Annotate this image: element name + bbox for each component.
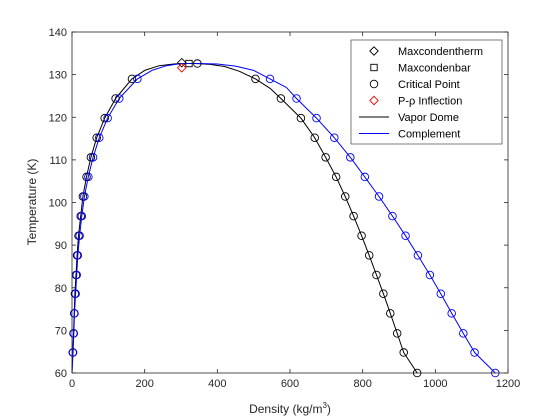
y-tick-label: 80 [55, 283, 67, 295]
legend-swatch-maxcondentherm [369, 46, 379, 56]
y-tick-label: 140 [49, 27, 67, 39]
vapor-dome-marker [296, 113, 306, 123]
complement-marker [312, 113, 321, 123]
complement-marker [374, 192, 384, 201]
complement-marker [75, 231, 84, 240]
vapor-dome-marker [372, 270, 381, 280]
complement-marker [425, 270, 435, 280]
x-axis-label-superscript: 3 [322, 401, 327, 410]
y-axis-label: Temperature (K) [25, 159, 39, 246]
complement-marker [346, 153, 355, 162]
vapor-dome-marker [127, 74, 137, 84]
x-axis-ticks: 0 200 400 600 800 1000 1200 [69, 32, 520, 390]
complement-marker [265, 74, 275, 84]
legend-label: Complement [398, 129, 460, 141]
vapor-dome-marker [100, 113, 109, 123]
complement-marker [459, 329, 468, 338]
vapor-dome-marker [310, 133, 319, 142]
complement-marker [447, 309, 456, 318]
vapor-dome-marker [251, 74, 260, 84]
maxcondentherm-point [176, 57, 187, 68]
y-tick-label: 90 [55, 240, 67, 252]
complement-marker [72, 270, 81, 280]
vapor-dome-marker [86, 153, 96, 162]
x-tick-label: 400 [208, 378, 226, 390]
complement-marker [77, 211, 87, 221]
complement-marker [292, 94, 301, 103]
legend-label: Critical Point [398, 79, 460, 91]
y-tick-label: 120 [49, 112, 67, 124]
legend-swatch-critical-point [369, 79, 379, 89]
complement-marker [114, 94, 124, 103]
x-tick-label: 0 [69, 378, 75, 390]
x-tick-label: 1000 [423, 378, 447, 390]
complement-marker [330, 133, 339, 142]
legend-label: Maxcondenbar [398, 63, 471, 75]
complement-marker [84, 172, 93, 182]
y-tick-label: 100 [49, 198, 67, 210]
complement-marker [133, 74, 142, 84]
vapor-dome-marker [364, 251, 374, 260]
p-inflection-point [176, 62, 187, 73]
complement-marker [436, 289, 446, 298]
complement-marker [80, 192, 89, 201]
markers-layer [68, 57, 500, 378]
legend-swatch-maxcondenbar [370, 63, 378, 72]
vapor-dome-marker [349, 211, 358, 221]
vapor-dome-marker [111, 94, 120, 103]
complement-marker [413, 251, 423, 260]
legend-label: P-ρ Inflection [398, 96, 462, 108]
complement-marker [88, 153, 98, 162]
complement-marker [388, 211, 397, 221]
y-tick-label: 130 [49, 70, 67, 82]
legend: Maxcondentherm Maxcondenbar Critical Point… [350, 39, 503, 145]
complement-marker [401, 231, 410, 240]
complement-line [71, 63, 496, 374]
vapor-dome-marker [379, 289, 388, 298]
x-tick-label: 800 [353, 378, 371, 390]
complement-marker [68, 348, 78, 357]
legend-swatch-p-inflection [369, 95, 379, 106]
vapor-dome-marker [399, 348, 408, 357]
vapor-dome-marker [340, 192, 350, 201]
x-axis-label-tail: ) [327, 402, 331, 416]
vapor-dome-marker [92, 133, 101, 142]
legend-box [350, 39, 503, 145]
vapor-dome-marker [276, 94, 286, 103]
complement-marker [73, 251, 83, 260]
complement-marker [94, 133, 104, 142]
legend-label: Vapor Dome [398, 112, 459, 124]
y-axis-ticks: 60 70 80 90 100 110 120 130 140 [49, 27, 508, 380]
y-tick-label: 70 [55, 325, 67, 337]
complement-marker [70, 309, 79, 318]
vapor-dome-marker [392, 329, 402, 338]
x-axis-label-main: Density (kg/m [249, 402, 322, 416]
legend-label: Maxcondentherm [398, 46, 483, 58]
x-tick-label: 200 [135, 378, 153, 390]
x-tick-label: 1200 [496, 378, 520, 390]
complement-marker [360, 172, 370, 182]
y-tick-label: 60 [55, 368, 67, 380]
maxcondenbar-point [185, 59, 193, 68]
critical-point-point [193, 59, 202, 68]
y-tick-label: 110 [49, 155, 67, 167]
vapor-dome-marker [357, 231, 366, 240]
complement-marker [69, 329, 79, 338]
x-axis-label: Density (kg/m3) [249, 401, 331, 416]
vapor-dome-marker [386, 309, 395, 318]
x-tick-label: 600 [281, 378, 299, 390]
complement-marker [103, 113, 112, 123]
complement-marker [470, 348, 479, 357]
vapor-dome-marker [321, 153, 330, 162]
vapor-dome-marker [331, 172, 341, 182]
